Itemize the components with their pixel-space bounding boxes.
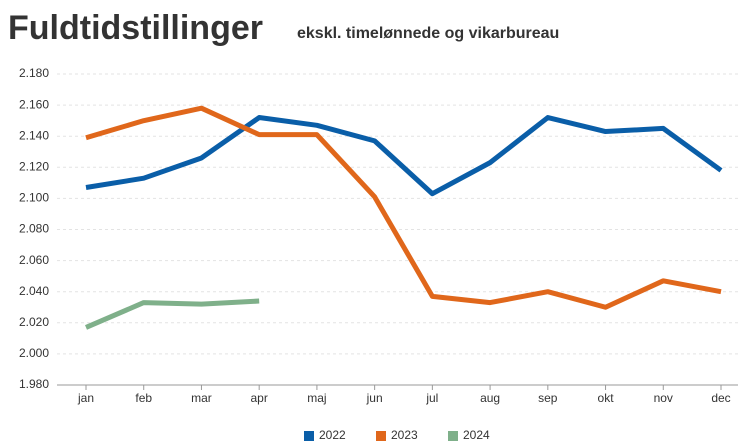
y-tick-label: 2.000 bbox=[19, 346, 49, 360]
legend-label: 2023 bbox=[391, 428, 418, 442]
y-tick-label: 2.020 bbox=[19, 315, 49, 329]
chart-title: Fuldtidstillinger bbox=[8, 9, 263, 47]
y-tick-label: 2.080 bbox=[19, 222, 49, 236]
x-tick-label: sep bbox=[538, 391, 558, 405]
legend-label: 2024 bbox=[463, 428, 490, 442]
y-tick-label: 1.980 bbox=[19, 377, 49, 391]
y-tick-label: 2.140 bbox=[19, 128, 49, 142]
series-line bbox=[85, 115, 723, 197]
y-tick-label: 2.120 bbox=[19, 159, 49, 173]
x-tick-label: apr bbox=[251, 391, 268, 405]
x-tick-label: nov bbox=[654, 391, 673, 405]
x-tick-label: jan bbox=[77, 391, 94, 405]
x-tick-label: jul bbox=[425, 391, 438, 405]
legend-label: 2022 bbox=[319, 428, 346, 442]
y-tick-label: 2.100 bbox=[19, 191, 49, 205]
x-tick-label: dec bbox=[711, 391, 730, 405]
chart-subtitle: ekskl. timelønnede og vikarbureau bbox=[297, 25, 559, 42]
x-tick-label: jun bbox=[366, 391, 383, 405]
legend-swatch bbox=[448, 431, 458, 441]
x-tick-label: mar bbox=[191, 391, 212, 405]
series-line bbox=[85, 105, 722, 310]
x-tick-label: feb bbox=[135, 391, 152, 405]
x-tick-label: maj bbox=[307, 391, 326, 405]
x-tick-label: okt bbox=[598, 391, 615, 405]
y-tick-label: 2.060 bbox=[19, 253, 49, 267]
y-tick-label: 2.160 bbox=[19, 97, 49, 111]
x-tick-label: aug bbox=[480, 391, 500, 405]
legend-swatch bbox=[376, 431, 386, 441]
y-tick-label: 2.040 bbox=[19, 284, 49, 298]
y-tick-label: 2.180 bbox=[19, 66, 49, 80]
legend-swatch bbox=[304, 431, 314, 441]
series-line bbox=[85, 298, 260, 330]
